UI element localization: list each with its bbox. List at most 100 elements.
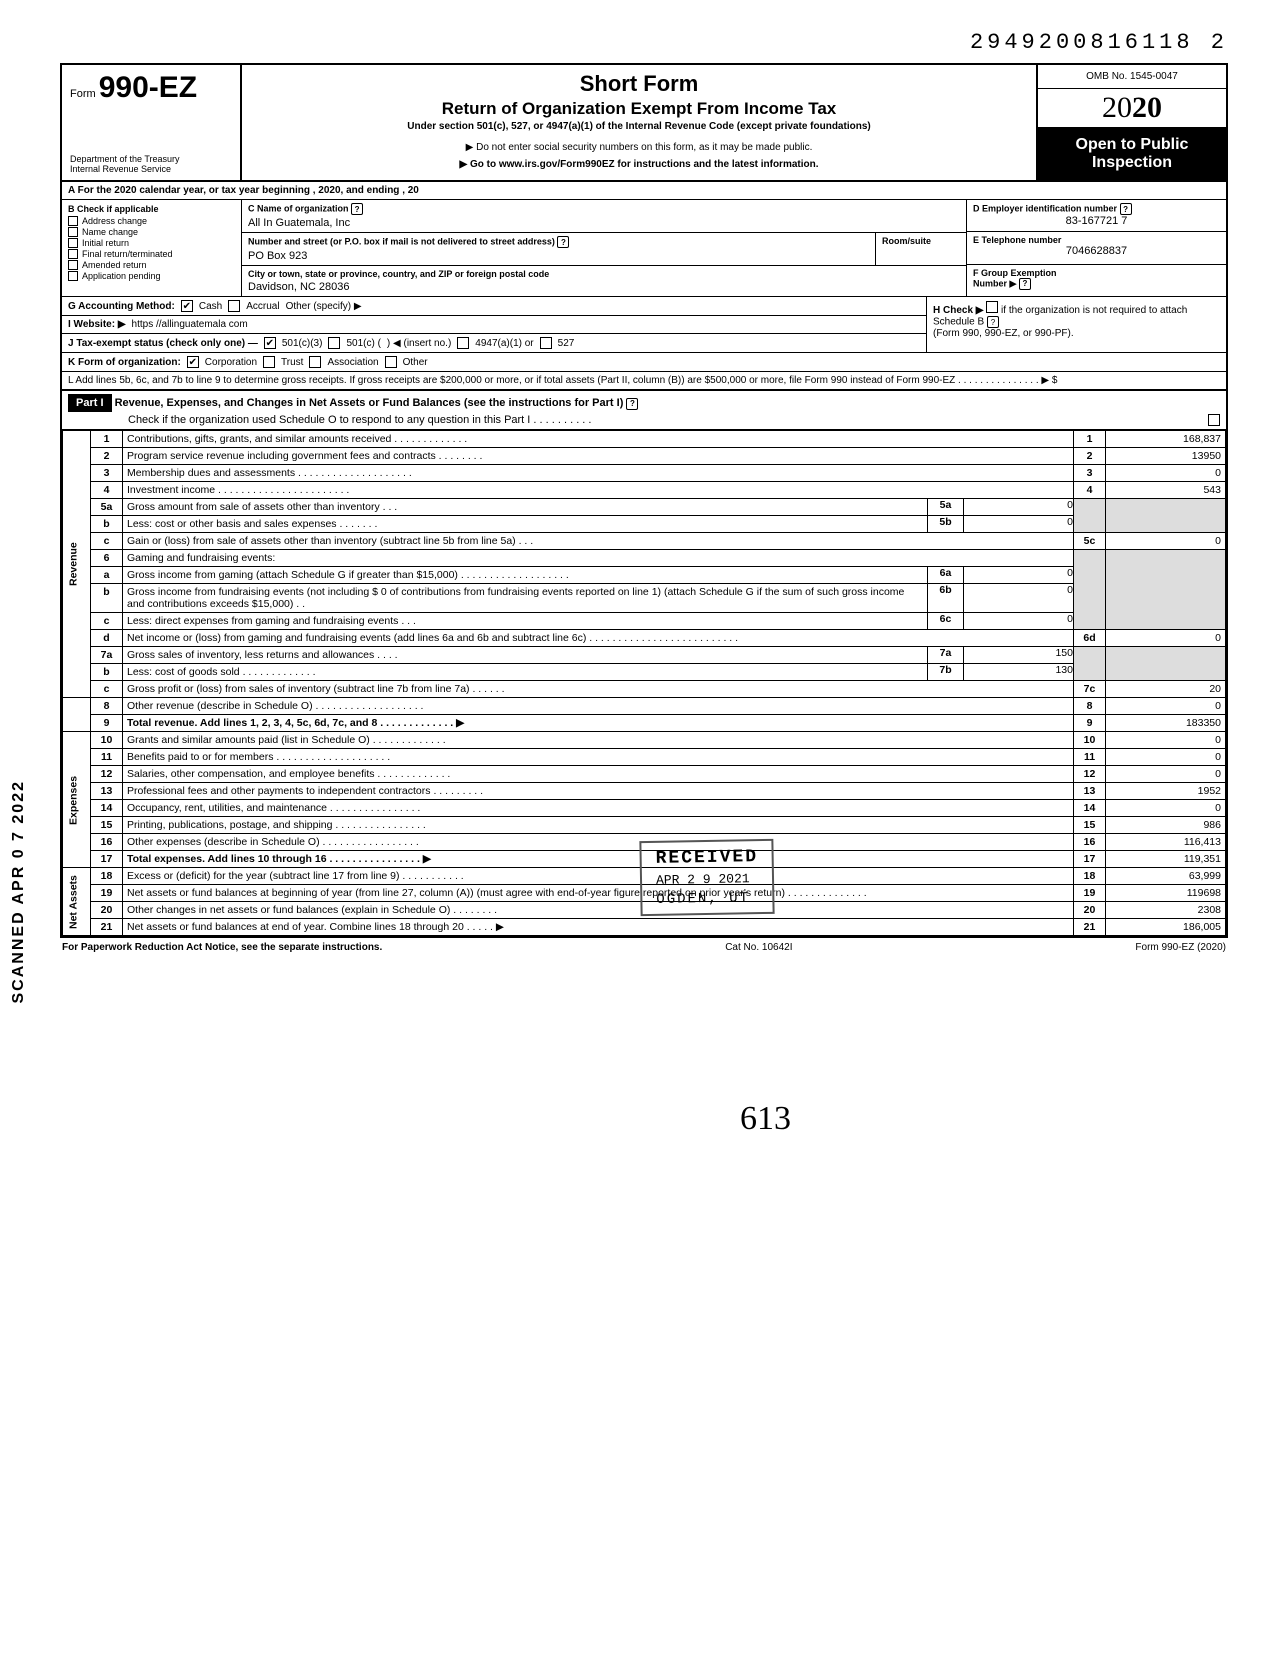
handwritten-number: 613 bbox=[740, 1100, 791, 1138]
help-icon[interactable]: ? bbox=[987, 316, 999, 328]
chk-accrual[interactable] bbox=[228, 300, 240, 312]
line-4: Investment income . . . . . . . . . . . … bbox=[123, 482, 1074, 499]
city-label: City or town, state or province, country… bbox=[248, 269, 960, 279]
header-right: OMB No. 1545-0047 2020 Open to Public In… bbox=[1036, 65, 1226, 180]
line-17: Total expenses. Add lines 10 through 16 … bbox=[123, 851, 1074, 868]
dln-number: 2949200816118 2 bbox=[60, 30, 1228, 55]
part-1-title: Revenue, Expenses, and Changes in Net As… bbox=[115, 397, 624, 409]
line-5a: Gross amount from sale of assets other t… bbox=[123, 499, 927, 515]
footer-right: Form 990-EZ (2020) bbox=[1135, 942, 1226, 953]
part-1-check-text: Check if the organization used Schedule … bbox=[128, 414, 591, 426]
telephone: 7046628837 bbox=[973, 245, 1220, 257]
help-icon[interactable]: ? bbox=[557, 236, 569, 248]
line-18: Excess or (deficit) for the year (subtra… bbox=[123, 868, 1074, 885]
amt-9: 183350 bbox=[1106, 715, 1226, 732]
side-net-assets: Net Assets bbox=[63, 868, 91, 936]
chk-501c[interactable] bbox=[328, 337, 340, 349]
c-name-label: C Name of organization ? bbox=[248, 203, 960, 215]
row-i-website: I Website: ▶ https //allinguatemala com bbox=[62, 316, 926, 334]
row-a-tax-year: A For the 2020 calendar year, or tax yea… bbox=[62, 182, 1226, 200]
website-value: https //allinguatemala com bbox=[132, 319, 248, 330]
form-number: 990-EZ bbox=[99, 71, 197, 104]
dept-treasury: Department of the Treasury Internal Reve… bbox=[70, 154, 232, 174]
chk-cash[interactable]: ✔ bbox=[181, 300, 193, 312]
chk-final-return[interactable]: Final return/terminated bbox=[68, 249, 235, 259]
amt-3: 0 bbox=[1106, 465, 1226, 482]
amt-19: 119698 bbox=[1106, 885, 1226, 902]
line-10: Grants and similar amounts paid (list in… bbox=[123, 732, 1074, 749]
ein: 83-167721 7 bbox=[973, 215, 1220, 227]
title-subnote: Under section 501(c), 527, or 4947(a)(1)… bbox=[252, 121, 1026, 132]
chk-address-change[interactable]: Address change bbox=[68, 216, 235, 226]
line-6c: Less: direct expenses from gaming and fu… bbox=[123, 613, 927, 629]
note-irs-link: ▶ Go to www.irs.gov/Form990EZ for instru… bbox=[252, 159, 1026, 170]
chk-4947[interactable] bbox=[457, 337, 469, 349]
chk-initial-return[interactable]: Initial return bbox=[68, 238, 235, 248]
amt-12: 0 bbox=[1106, 766, 1226, 783]
line-6a: Gross income from gaming (attach Schedul… bbox=[123, 567, 927, 583]
section-h: H Check ▶ if the organization is not req… bbox=[926, 297, 1226, 353]
amt-17: 119,351 bbox=[1106, 851, 1226, 868]
chk-amended[interactable]: Amended return bbox=[68, 260, 235, 270]
line-21: Net assets or fund balances at end of ye… bbox=[123, 919, 1074, 936]
help-icon[interactable]: ? bbox=[351, 203, 363, 215]
chk-no-sched-b[interactable] bbox=[986, 301, 998, 313]
line-6: Gaming and fundraising events: bbox=[123, 550, 1074, 567]
omb-number: OMB No. 1545-0047 bbox=[1038, 65, 1226, 89]
line-20: Other changes in net assets or fund bala… bbox=[123, 902, 1074, 919]
row-g-accounting: G Accounting Method: ✔Cash Accrual Other… bbox=[62, 297, 926, 316]
note-ssn: ▶ Do not enter social security numbers o… bbox=[252, 142, 1026, 153]
f-label: F Group Exemption bbox=[973, 268, 1220, 278]
amt-20: 2308 bbox=[1106, 902, 1226, 919]
help-icon[interactable]: ? bbox=[1120, 203, 1132, 215]
line-3: Membership dues and assessments . . . . … bbox=[123, 465, 1074, 482]
line-7a: Gross sales of inventory, less returns a… bbox=[123, 647, 927, 663]
help-icon[interactable]: ? bbox=[626, 398, 638, 410]
amt-4: 543 bbox=[1106, 482, 1226, 499]
title-subtitle: Return of Organization Exempt From Incom… bbox=[252, 99, 1026, 119]
side-expenses: Expenses bbox=[63, 732, 91, 868]
chk-other-org[interactable] bbox=[385, 356, 397, 368]
b-heading: B Check if applicable bbox=[68, 204, 235, 214]
help-icon[interactable]: ? bbox=[1019, 278, 1031, 290]
amt-18: 63,999 bbox=[1106, 868, 1226, 885]
header-left: Form 990-EZ Department of the Treasury I… bbox=[62, 65, 242, 180]
line-15: Printing, publications, postage, and shi… bbox=[123, 817, 1074, 834]
amt-16: 116,413 bbox=[1106, 834, 1226, 851]
line-19: Net assets or fund balances at beginning… bbox=[123, 885, 1074, 902]
f-label2: Number ▶ bbox=[973, 278, 1016, 288]
e-label: E Telephone number bbox=[973, 235, 1220, 245]
amt-7c: 20 bbox=[1106, 681, 1226, 698]
footer-left: For Paperwork Reduction Act Notice, see … bbox=[62, 942, 382, 953]
form-header: Form 990-EZ Department of the Treasury I… bbox=[62, 65, 1226, 182]
amt-1: 168,837 bbox=[1106, 431, 1226, 448]
section-b-checkboxes: B Check if applicable Address change Nam… bbox=[62, 200, 242, 296]
org-address: PO Box 923 bbox=[248, 250, 869, 262]
scanned-stamp: SCANNED APR 0 7 2022 bbox=[10, 780, 28, 1003]
footer-mid: Cat No. 10642I bbox=[725, 942, 792, 953]
line-7b: Less: cost of goods sold . . . . . . . .… bbox=[123, 664, 927, 680]
row-l-gross-receipts: L Add lines 5b, 6c, and 7b to line 9 to … bbox=[62, 372, 1226, 391]
section-c: C Name of organization ? All In Guatemal… bbox=[242, 200, 966, 296]
line-6b: Gross income from fundraising events (no… bbox=[123, 584, 927, 612]
chk-501c3[interactable]: ✔ bbox=[264, 337, 276, 349]
chk-association[interactable] bbox=[309, 356, 321, 368]
org-name: All In Guatemala, Inc bbox=[248, 217, 960, 229]
form-label: Form bbox=[70, 88, 96, 100]
received-stamp: RECEIVED APR 2 9 2021 OGDEN, UT bbox=[639, 839, 775, 916]
chk-application-pending[interactable]: Application pending bbox=[68, 271, 235, 281]
d-label: D Employer identification number bbox=[973, 204, 1117, 214]
amt-8: 0 bbox=[1106, 698, 1226, 715]
chk-trust[interactable] bbox=[263, 356, 275, 368]
form-990ez: Form 990-EZ Department of the Treasury I… bbox=[60, 63, 1228, 938]
section-def: D Employer identification number ? 83-16… bbox=[966, 200, 1226, 296]
chk-schedule-o[interactable] bbox=[1208, 414, 1220, 426]
chk-name-change[interactable]: Name change bbox=[68, 227, 235, 237]
amt-11: 0 bbox=[1106, 749, 1226, 766]
line-14: Occupancy, rent, utilities, and maintena… bbox=[123, 800, 1074, 817]
org-city: Davidson, NC 28036 bbox=[248, 281, 960, 293]
header-title-block: Short Form Return of Organization Exempt… bbox=[242, 65, 1036, 180]
chk-corporation[interactable]: ✔ bbox=[187, 356, 199, 368]
amt-15: 986 bbox=[1106, 817, 1226, 834]
chk-527[interactable] bbox=[540, 337, 552, 349]
